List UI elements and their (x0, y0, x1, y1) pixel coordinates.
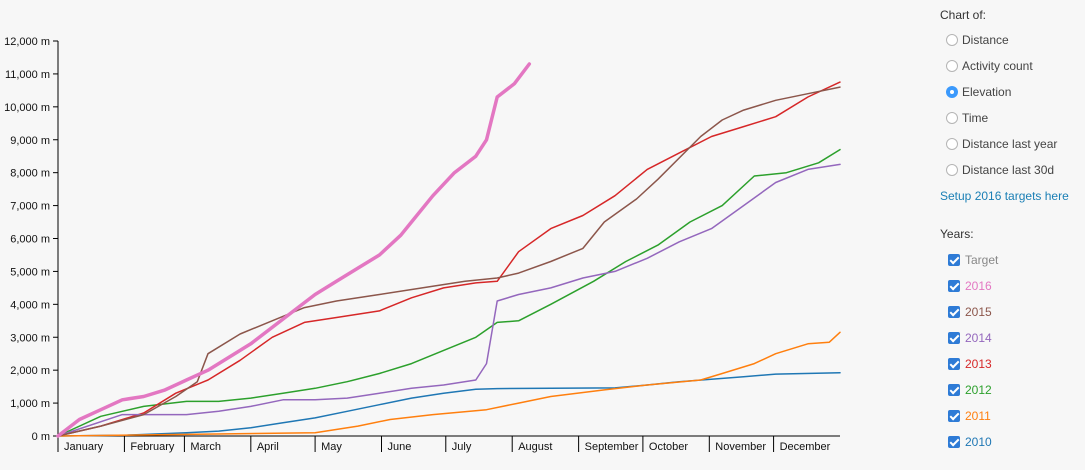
setup-targets-link[interactable]: Setup 2016 targets here (940, 189, 1069, 203)
year-checkbox-2015[interactable]: 2015 (948, 304, 992, 320)
x-tick-label: December (780, 441, 831, 453)
radio-activity-count[interactable]: Activity count (946, 57, 1033, 75)
x-tick-label: July (452, 441, 472, 453)
radio-label: Distance last 30d (962, 163, 1055, 177)
radio-label: Distance last year (962, 137, 1058, 151)
checkbox[interactable] (948, 358, 960, 370)
checkbox[interactable] (948, 280, 960, 292)
year-label: 2013 (965, 357, 992, 371)
x-tick-label: August (518, 441, 552, 453)
radio-button[interactable] (946, 112, 958, 124)
x-axis: January February March April May June July Augu… (57, 435, 840, 453)
y-tick-label: 3,000 m (10, 332, 50, 344)
y-tick-label: 1,000 m (10, 398, 50, 410)
x-tick-label: June (388, 441, 412, 453)
x-tick-label: April (257, 441, 279, 453)
y-tick-label: 4,000 m (10, 299, 50, 311)
radio-button[interactable] (946, 164, 958, 176)
year-label: 2012 (965, 383, 992, 397)
x-tick-label: February (130, 441, 175, 453)
y-tick-label: 5,000 m (10, 266, 50, 278)
year-checkbox-2012[interactable]: 2012 (948, 382, 992, 398)
radio-label: Activity count (962, 59, 1033, 73)
checkbox[interactable] (948, 306, 960, 318)
x-tick-label: September (585, 441, 639, 453)
series-line-2016 (56, 62, 532, 438)
checkbox[interactable] (948, 332, 960, 344)
y-tick-label: 10,000 m (4, 102, 50, 114)
year-label: 2011 (965, 409, 991, 423)
year-label: 2010 (965, 435, 992, 449)
series-line-2010 (57, 372, 841, 437)
checkbox[interactable] (948, 410, 960, 422)
year-label: Target (965, 253, 999, 267)
x-tick-label: January (64, 441, 104, 453)
radio-label: Distance (962, 33, 1009, 47)
radio-button-selected[interactable] (946, 86, 958, 98)
x-tick-label: May (321, 441, 342, 453)
y-axis: 0 m 1,000 m 2,000 m 3,000 m 4,000 m 5,000 m 6,… (4, 36, 59, 443)
year-label: 2016 (965, 279, 992, 293)
checkbox[interactable] (948, 436, 960, 448)
checkbox[interactable] (948, 384, 960, 396)
radio-distance[interactable]: Distance (946, 31, 1009, 49)
radio-distance-last-year[interactable]: Distance last year (946, 135, 1057, 153)
radio-label: Elevation (962, 85, 1012, 99)
x-tick-label: March (190, 441, 221, 453)
series-line-2013 (57, 81, 841, 437)
y-tick-label: 7,000 m (10, 201, 50, 213)
radio-distance-last-30d[interactable]: Distance last 30d (946, 161, 1054, 179)
years-heading: Years: (940, 227, 974, 241)
chart-of-heading: Chart of: (940, 8, 987, 22)
radio-elevation[interactable]: Elevation (946, 83, 1011, 101)
elevation-chart: 0 m 1,000 m 2,000 m 3,000 m 4,000 m 5,000 m 6,… (4, 36, 841, 453)
radio-time[interactable]: Time (946, 109, 988, 127)
y-tick-label: 6,000 m (10, 234, 50, 246)
year-checkbox-2013[interactable]: 2013 (948, 356, 992, 372)
radio-button[interactable] (946, 60, 958, 72)
y-tick-label: 11,000 m (5, 69, 50, 81)
radio-button[interactable] (946, 138, 958, 150)
series-lines (56, 62, 841, 438)
year-checkbox-target[interactable]: Target (948, 252, 998, 268)
series-line-2015 (57, 86, 841, 437)
series-line-2011 (57, 331, 841, 437)
y-tick-label: 2,000 m (10, 365, 50, 377)
x-tick-label: October (649, 441, 688, 453)
radio-label: Time (962, 111, 989, 125)
y-tick-label: 12,000 m (4, 36, 50, 48)
y-tick-label: 9,000 m (10, 135, 50, 147)
year-checkbox-2014[interactable]: 2014 (948, 330, 992, 346)
x-tick-label: November (715, 441, 766, 453)
year-checkbox-2010[interactable]: 2010 (948, 434, 992, 450)
y-tick-label: 8,000 m (10, 168, 50, 180)
year-label: 2015 (965, 305, 992, 319)
y-tick-label: 0 m (32, 431, 50, 443)
series-line-2014 (57, 163, 841, 437)
year-label: 2014 (965, 331, 992, 345)
checkbox[interactable] (948, 254, 960, 266)
radio-button[interactable] (946, 34, 958, 46)
year-checkbox-2016[interactable]: 2016 (948, 278, 992, 294)
series-line-2012 (57, 148, 841, 437)
year-checkbox-2011[interactable]: 2011 (948, 408, 991, 424)
